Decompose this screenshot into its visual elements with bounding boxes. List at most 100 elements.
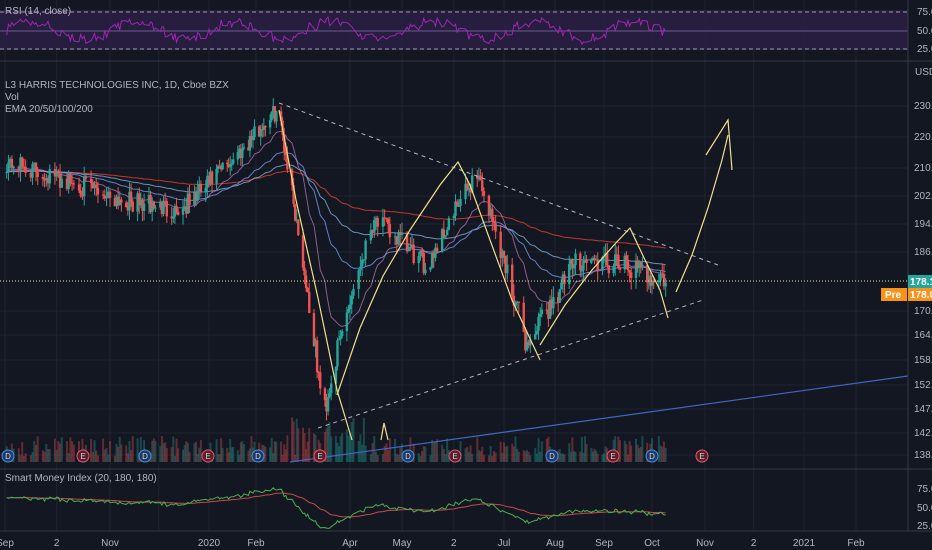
event-marker-5[interactable] — [313, 449, 327, 463]
volume-bar — [41, 450, 44, 462]
candle-body — [65, 178, 69, 189]
event-marker-3[interactable] — [201, 449, 215, 463]
candle-body — [347, 309, 350, 313]
volume-bar — [494, 452, 497, 462]
candle-body — [221, 162, 224, 170]
candle-body — [125, 202, 128, 208]
price-axis[interactable]: 230.00 220.00 210.00 202.00 194.00 186.00 170.… — [914, 101, 932, 461]
candle-body — [325, 400, 328, 412]
candle-body — [251, 137, 255, 141]
candle-body — [293, 203, 297, 221]
event-marker-10[interactable] — [645, 449, 659, 463]
event-marker-4[interactable] — [251, 449, 265, 463]
volume-bar — [489, 445, 492, 462]
candle-body — [579, 253, 582, 271]
candle-body — [279, 111, 283, 121]
volume-bar — [399, 447, 402, 462]
candle-body — [466, 183, 469, 190]
candle-body — [308, 292, 311, 314]
volume-bar — [48, 449, 51, 462]
volume-bar — [419, 455, 422, 462]
volume-bar — [105, 448, 108, 462]
event-marker-11[interactable] — [695, 449, 709, 463]
volume-bar — [72, 444, 75, 462]
rsi-pane[interactable]: RSI (14, close) — [0, 6, 908, 50]
candle-body — [250, 135, 253, 141]
volume-bar — [291, 417, 294, 462]
candle-body — [33, 162, 36, 164]
candle-body — [194, 191, 198, 201]
pre-label: Pre — [885, 290, 902, 301]
price-pane[interactable]: D E D E D E D E D E D E L3 HARRIS TECHNOLOGIES INC,… — [0, 80, 909, 463]
candle-body — [136, 193, 139, 212]
event-marker-0[interactable] — [1, 449, 15, 463]
volume-bar — [628, 441, 631, 462]
candle-body — [21, 157, 24, 167]
candle-body — [5, 172, 8, 174]
candle-body — [596, 259, 599, 271]
volume-bar — [394, 438, 397, 462]
candle-body — [8, 158, 12, 163]
candle-body — [364, 240, 367, 260]
event-marker-7[interactable] — [448, 449, 462, 463]
volume-bar — [376, 454, 379, 462]
smi-tick-50: 50.00 — [917, 503, 932, 514]
currency-label: USD — [915, 67, 932, 78]
candle-body — [337, 339, 341, 341]
candle-body — [314, 340, 317, 346]
volume-bar — [375, 451, 377, 462]
volume-bar — [429, 455, 432, 462]
volume-bar — [221, 447, 224, 462]
volume-bar — [117, 447, 120, 462]
wave-annotation-2 — [336, 160, 541, 396]
volume-bar — [273, 441, 276, 462]
candle-body — [330, 383, 333, 394]
candle-body — [242, 147, 246, 149]
event-marker-9[interactable] — [606, 449, 620, 463]
candle-body — [601, 257, 604, 271]
event-marker-2[interactable] — [138, 449, 152, 463]
volume-bar — [345, 429, 348, 462]
candle-body — [583, 259, 587, 261]
volume-bar — [230, 447, 233, 462]
volume-bar — [177, 448, 180, 462]
event-marker-1[interactable] — [76, 449, 90, 463]
candle-body — [405, 232, 409, 252]
volume-bar — [431, 439, 434, 462]
candle-body — [181, 208, 185, 215]
volume-bar — [275, 441, 278, 462]
candle-body — [464, 183, 467, 200]
volume-bar — [539, 451, 542, 462]
smi-pane[interactable]: Smart Money Index (20, 180, 180) — [5, 473, 666, 529]
time-axis[interactable]: Sep 2 Nov 2020 Feb Apr May 2 Jul Aug Sep Oct Nov 2 202… — [0, 538, 865, 549]
volume-bar — [661, 446, 664, 462]
candle-body — [430, 252, 434, 268]
candle-body — [442, 229, 446, 238]
price-tick-13: 138.00 — [914, 450, 932, 461]
candle-body — [304, 275, 308, 288]
candle-body — [238, 148, 241, 153]
last-price-tag — [908, 275, 932, 288]
candle-body — [585, 259, 588, 263]
time-tick-10: Sep — [595, 538, 613, 549]
volume-bar — [579, 451, 582, 462]
candle-body — [362, 259, 366, 261]
candle-body — [312, 313, 316, 346]
volume-bar — [434, 441, 437, 462]
candle-body — [422, 252, 425, 274]
rsi-tick-50: 50.00 — [917, 26, 932, 37]
volume-bar — [103, 449, 106, 462]
candle-body — [385, 218, 388, 220]
volume-bar — [227, 452, 230, 462]
candle-body — [639, 262, 642, 267]
volume-bar — [34, 445, 37, 462]
candle-body — [388, 223, 392, 238]
event-marker-6[interactable] — [401, 449, 415, 463]
candle-body — [454, 201, 457, 216]
volume-bar — [341, 433, 344, 462]
volume-bar — [24, 453, 27, 462]
ema-100-line — [6, 164, 666, 266]
event-marker-8[interactable] — [545, 449, 559, 463]
